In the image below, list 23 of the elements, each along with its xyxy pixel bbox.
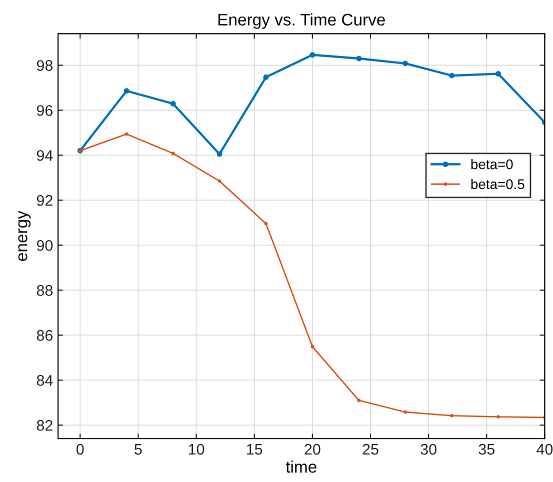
y-axis-title: energy bbox=[18, 210, 31, 261]
x-tick-label: 35 bbox=[478, 444, 494, 455]
y-tick-label: 96 bbox=[36, 105, 53, 116]
chart-title: Energy vs. Time Curve bbox=[218, 13, 385, 29]
x-tick-label: 5 bbox=[134, 444, 142, 455]
y-tick-label: 98 bbox=[36, 60, 53, 71]
x-tick-label: 25 bbox=[362, 444, 378, 455]
x-axis-title: time bbox=[286, 460, 316, 473]
y-tick-label: 84 bbox=[36, 375, 53, 386]
x-tick-label: 40 bbox=[536, 444, 553, 455]
x-tick-label: 0 bbox=[76, 444, 84, 455]
x-tick-label: 15 bbox=[247, 444, 262, 455]
x-tick-label: 20 bbox=[304, 444, 320, 455]
y-tick-label: 92 bbox=[36, 195, 52, 206]
y-tick-label: 88 bbox=[36, 285, 53, 296]
y-tick-label: 82 bbox=[36, 420, 52, 431]
y-tick-label: 94 bbox=[36, 150, 53, 161]
legend-label: beta=0.5 bbox=[471, 178, 524, 190]
y-tick-label: 86 bbox=[36, 330, 53, 341]
x-tick-label: 10 bbox=[188, 444, 204, 455]
y-tick-label: 90 bbox=[36, 240, 53, 251]
legend-label: beta=0 bbox=[471, 159, 513, 170]
x-tick-label: 30 bbox=[420, 444, 436, 455]
